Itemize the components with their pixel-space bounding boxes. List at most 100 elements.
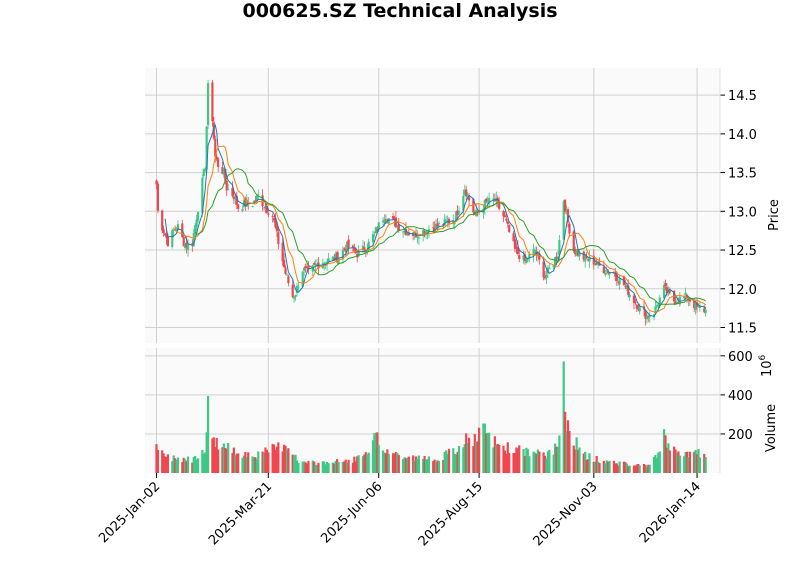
- candle-body: [555, 256, 558, 260]
- candle-body: [303, 267, 306, 271]
- candle-body: [594, 264, 597, 266]
- volume-bar: [535, 453, 538, 473]
- candle-body: [502, 211, 505, 217]
- volume-bar: [485, 433, 488, 473]
- candle-body: [333, 257, 336, 261]
- candle-body: [608, 272, 611, 275]
- x-tick-label: 2025-Jun-06: [318, 479, 385, 546]
- candle-body: [578, 252, 581, 257]
- candle-body: [196, 212, 200, 221]
- candle-body: [341, 250, 344, 260]
- candle-body: [558, 240, 561, 255]
- volume-bar: [526, 449, 529, 473]
- candle-body: [371, 234, 375, 243]
- volume-bar: [528, 456, 531, 473]
- candle-body: [234, 197, 237, 200]
- candle-body: [413, 231, 416, 236]
- volume-bar: [498, 444, 501, 473]
- volume-bar: [644, 465, 647, 473]
- candle-body: [627, 285, 630, 296]
- volume-bar: [558, 435, 561, 473]
- candle-body: [455, 211, 458, 222]
- candle-body: [383, 219, 386, 223]
- volume-bar: [321, 461, 324, 473]
- candle-body: [443, 218, 446, 226]
- volume-bar: [576, 449, 580, 473]
- volume-bar: [453, 454, 456, 473]
- volume-bar: [574, 449, 577, 473]
- candle-body: [575, 250, 578, 256]
- volume-bar: [404, 458, 408, 473]
- candle-body: [677, 302, 680, 303]
- volume-bar: [546, 451, 550, 473]
- candle-body: [662, 285, 666, 299]
- candle-body: [585, 256, 588, 258]
- candle-body: [313, 263, 316, 265]
- volume-bar: [255, 459, 258, 473]
- volume-bar: [414, 456, 418, 473]
- candle-body: [353, 247, 356, 251]
- volume-bar: [383, 452, 386, 473]
- volume-bar: [356, 456, 359, 473]
- volume-bar: [334, 460, 337, 473]
- volume-bar: [237, 453, 240, 473]
- candle-body: [295, 285, 299, 293]
- volume-bar: [562, 361, 565, 473]
- candle-body: [291, 284, 294, 298]
- candle-body: [562, 201, 565, 240]
- volume-ytick-label: 600: [728, 350, 753, 365]
- candle-body: [282, 260, 286, 268]
- volume-bar: [662, 429, 666, 473]
- candle-body: [538, 253, 541, 260]
- candle-body: [515, 246, 518, 249]
- volume-bar: [675, 453, 679, 473]
- volume-bar: [303, 461, 306, 473]
- x-tick-label: 2026-Jan-14: [637, 479, 704, 546]
- volume-bar: [647, 464, 650, 473]
- volume-bar: [443, 451, 446, 473]
- candle-body: [315, 264, 319, 266]
- candle-body: [704, 309, 707, 314]
- volume-bar: [447, 448, 451, 473]
- volume-bar: [205, 432, 208, 473]
- volume-bar: [361, 456, 365, 473]
- candle-body: [206, 83, 210, 126]
- candle-body: [326, 261, 329, 265]
- price-ytick-label: 11.5: [728, 322, 757, 337]
- candle-body: [301, 271, 304, 287]
- volume-bar: [472, 446, 475, 473]
- volume-bar: [364, 452, 367, 473]
- volume-bar: [161, 450, 164, 473]
- candle-body: [492, 198, 495, 200]
- candle-body: [556, 256, 560, 260]
- price-ytick-label: 13.5: [728, 167, 757, 182]
- volume-bar: [402, 459, 405, 473]
- ma-long-line: [194, 168, 706, 306]
- volume-bar: [578, 447, 581, 473]
- volume-bar: [394, 452, 398, 473]
- candle-body: [478, 210, 481, 211]
- volume-bar: [645, 466, 648, 473]
- candle-body: [433, 228, 436, 232]
- volume-bar: [617, 465, 620, 473]
- volume-bar: [654, 455, 657, 473]
- candle-body: [543, 277, 547, 279]
- candle-body: [545, 274, 548, 278]
- candle-body: [432, 227, 435, 229]
- candle-body: [655, 305, 659, 307]
- volume-bar: [416, 458, 419, 473]
- volume-bar: [445, 450, 448, 473]
- candle-body: [506, 221, 509, 225]
- volume-bar: [406, 457, 409, 473]
- volume-bar: [538, 451, 541, 473]
- volume-bar: [667, 443, 670, 473]
- volume-bar: [457, 445, 461, 473]
- volume-bar: [584, 451, 587, 473]
- volume-bar: [452, 448, 455, 473]
- candle-body: [261, 195, 264, 207]
- candle-body: [155, 180, 158, 185]
- volume-bar: [622, 461, 626, 473]
- volume-bar: [274, 449, 277, 473]
- candle-body: [618, 277, 621, 285]
- candle-body: [638, 306, 641, 312]
